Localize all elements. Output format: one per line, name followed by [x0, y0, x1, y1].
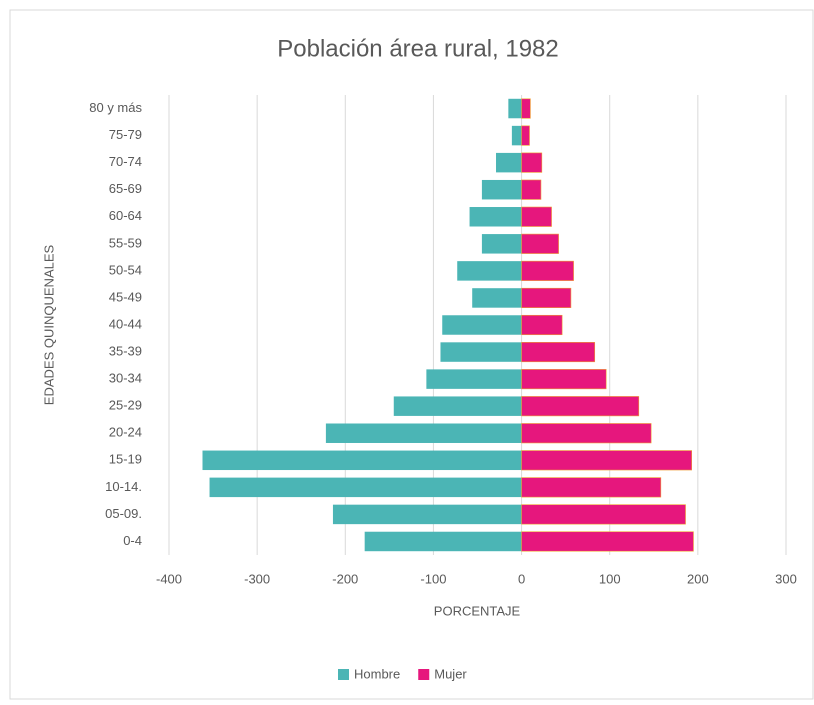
- bar: [521, 396, 640, 417]
- y-tick-label: 15-19: [109, 452, 142, 467]
- bar: [426, 369, 522, 389]
- bar: [521, 342, 596, 363]
- y-tick-label: 0-4: [123, 533, 142, 548]
- bar: [521, 314, 563, 336]
- bar: [521, 260, 574, 281]
- y-tick-label: 50-54: [109, 262, 142, 277]
- x-tick-label: 300: [775, 571, 797, 586]
- y-tick-label: 65-69: [109, 181, 142, 196]
- bar: [325, 423, 522, 443]
- bar: [521, 504, 686, 525]
- chart-title: Población área rural, 1982: [277, 35, 559, 62]
- x-tick-label: -400: [156, 571, 182, 586]
- bar: [481, 179, 522, 200]
- y-tick-label: 70-74: [109, 154, 142, 169]
- x-tick-label: -300: [244, 571, 270, 586]
- bar: [457, 261, 522, 281]
- y-tick-label: 10-14.: [105, 479, 142, 494]
- bar: [521, 152, 543, 173]
- bar: [202, 450, 522, 471]
- bar: [521, 423, 652, 444]
- bar: [440, 342, 522, 362]
- bar: [481, 234, 522, 254]
- bar: [521, 531, 694, 552]
- bar: [521, 179, 542, 200]
- y-tick-label: 45-49: [109, 289, 142, 304]
- y-axis-title: EDADES QUINQUENALES: [41, 244, 56, 405]
- y-tick-label: 35-39: [109, 343, 142, 358]
- y-tick-label: 75-79: [109, 127, 142, 142]
- legend-swatch: [418, 669, 430, 680]
- chart-border: [9, 9, 814, 700]
- bar: [521, 369, 607, 390]
- y-tick-label: 30-34: [109, 371, 142, 386]
- bar: [521, 450, 692, 471]
- bar: [496, 152, 522, 173]
- x-tick-label: -100: [420, 571, 446, 586]
- y-tick-label: 05-09.: [105, 506, 142, 521]
- bar: [521, 287, 572, 308]
- legend-label: Mujer: [434, 666, 467, 681]
- bar: [521, 125, 530, 146]
- legend-label: Hombre: [354, 666, 400, 681]
- y-tick-label: 80 y más: [89, 100, 142, 115]
- y-tick-label: 20-24: [109, 425, 142, 440]
- x-axis-title: PORCENTAJE: [434, 603, 521, 618]
- bar: [472, 288, 522, 308]
- bar: [469, 207, 522, 227]
- bar: [508, 98, 522, 119]
- bar: [209, 477, 522, 498]
- bar: [332, 504, 522, 525]
- x-tick-label: -200: [332, 571, 358, 586]
- x-tick-label: 100: [599, 571, 621, 586]
- x-tick-label: 0: [518, 571, 525, 586]
- bar: [521, 206, 552, 227]
- y-tick-label: 40-44: [109, 316, 142, 331]
- bar: [442, 315, 522, 335]
- bar: [511, 125, 522, 146]
- x-tick-label: 200: [687, 571, 709, 586]
- bar: [521, 477, 662, 498]
- bar: [521, 98, 531, 119]
- bar: [521, 233, 559, 254]
- bar: [364, 531, 522, 552]
- legend-swatch: [338, 669, 349, 680]
- y-tick-label: 60-64: [109, 208, 142, 223]
- y-tick-label: 25-29: [109, 398, 142, 413]
- y-tick-label: 55-59: [109, 235, 142, 250]
- bar: [393, 396, 522, 416]
